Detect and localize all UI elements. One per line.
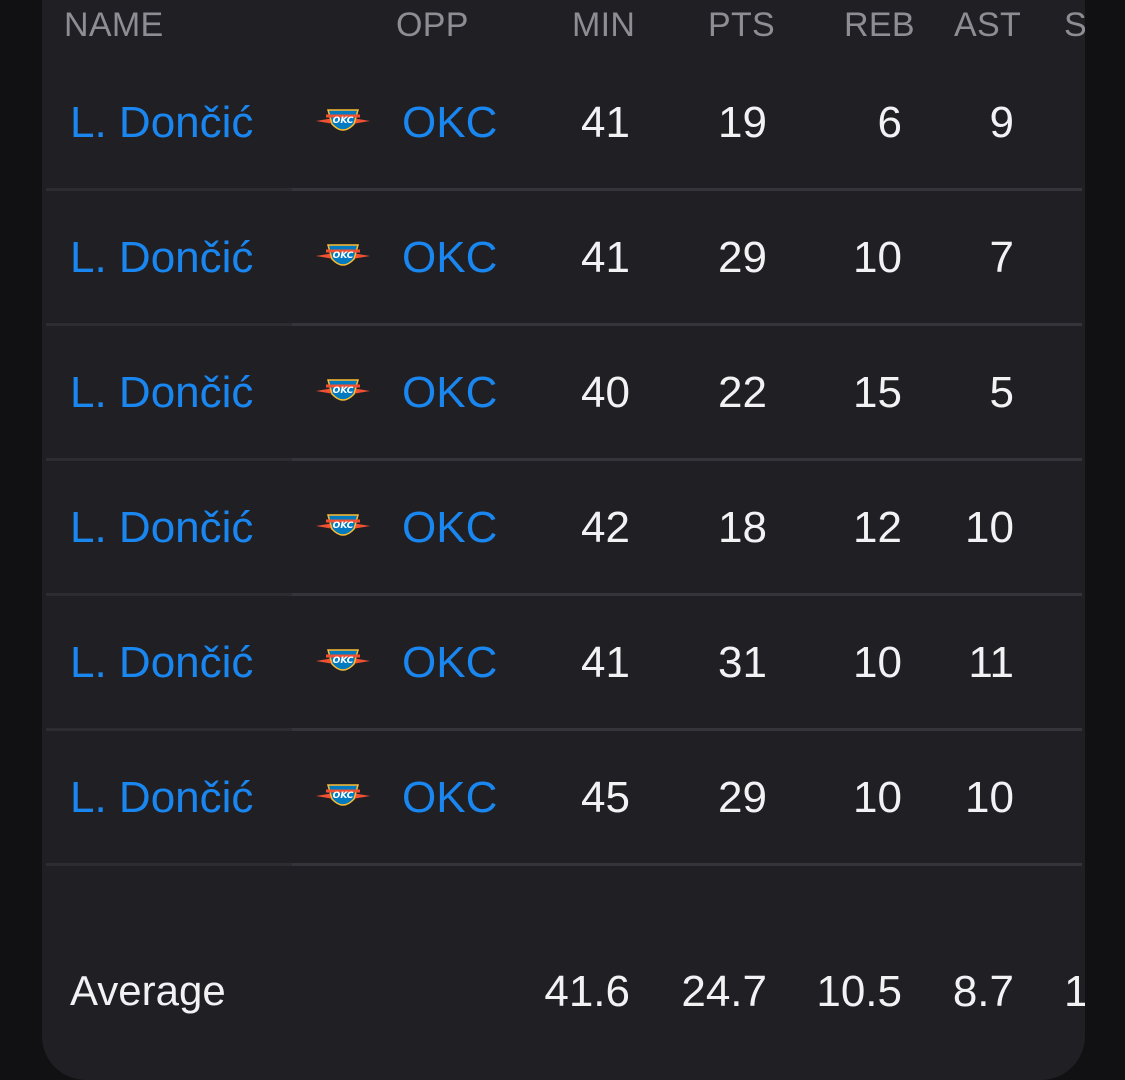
ast-value: 10 — [965, 503, 1014, 552]
table-row[interactable]: L. Dončić OKC OKC 41 29 10 7 — [42, 191, 1085, 326]
min-value: 42 — [581, 503, 630, 552]
min-value: 41 — [581, 638, 630, 687]
average-next: 1 — [1064, 967, 1085, 1016]
svg-text:OKC: OKC — [333, 656, 354, 666]
min-value: 41 — [581, 98, 630, 147]
pts-value: 19 — [718, 98, 767, 147]
reb-value: 10 — [853, 233, 902, 282]
row-divider — [292, 593, 1082, 596]
svg-text:OKC: OKC — [333, 791, 354, 801]
header-ast[interactable]: AST — [954, 6, 1022, 44]
player-name-link[interactable]: L. Dončić — [70, 638, 254, 687]
svg-text:OKC: OKC — [333, 116, 354, 126]
min-value: 40 — [581, 368, 630, 417]
header-reb[interactable]: REB — [844, 6, 915, 44]
row-divider — [292, 323, 1082, 326]
ast-value: 9 — [989, 98, 1014, 147]
reb-value: 12 — [853, 503, 902, 552]
opponent-link[interactable]: OKC — [402, 503, 498, 552]
average-label: Average — [70, 967, 226, 1014]
okc-thunder-logo-icon: OKC — [314, 239, 372, 273]
table-header: NAME OPP MIN PTS REB AST S — [42, 0, 1085, 56]
table-row[interactable]: L. Dončić OKC OKC 45 29 10 10 — [42, 731, 1085, 866]
player-name-link[interactable]: L. Dončić — [70, 503, 254, 552]
row-divider — [46, 188, 292, 191]
svg-text:OKC: OKC — [333, 251, 354, 261]
header-min[interactable]: MIN — [572, 6, 636, 44]
okc-thunder-logo-icon: OKC — [314, 509, 372, 543]
row-divider — [292, 863, 1082, 866]
pts-value: 29 — [718, 233, 767, 282]
pts-value: 22 — [718, 368, 767, 417]
reb-value: 15 — [853, 368, 902, 417]
ast-value: 11 — [968, 638, 1014, 687]
reb-value: 6 — [877, 98, 902, 147]
opponent-link[interactable]: OKC — [402, 233, 498, 282]
okc-thunder-logo-icon: OKC — [314, 104, 372, 138]
reb-value: 10 — [853, 773, 902, 822]
average-row: Average 41.6 24.7 10.5 8.7 1 — [42, 925, 1085, 1060]
opponent-link[interactable]: OKC — [402, 773, 498, 822]
opponent-link[interactable]: OKC — [402, 98, 498, 147]
header-pts[interactable]: PTS — [708, 6, 776, 44]
row-divider — [292, 728, 1082, 731]
row-divider — [46, 863, 292, 866]
pts-value: 18 — [718, 503, 767, 552]
player-name-link[interactable]: L. Dončić — [70, 368, 254, 417]
svg-text:OKC: OKC — [333, 521, 354, 531]
opponent-link[interactable]: OKC — [402, 368, 498, 417]
header-next-column[interactable]: S — [1064, 6, 1085, 44]
svg-text:OKC: OKC — [333, 386, 354, 396]
average-ast: 8.7 — [952, 967, 1014, 1016]
ast-value: 10 — [965, 773, 1014, 822]
pts-value: 29 — [718, 773, 767, 822]
min-value: 41 — [581, 233, 630, 282]
okc-thunder-logo-icon: OKC — [314, 779, 372, 813]
okc-thunder-logo-icon: OKC — [314, 644, 372, 678]
row-divider — [46, 593, 292, 596]
row-divider — [46, 458, 292, 461]
opponent-link[interactable]: OKC — [402, 638, 498, 687]
row-divider — [46, 728, 292, 731]
player-name-link[interactable]: L. Dončić — [70, 233, 254, 282]
min-value: 45 — [581, 773, 630, 822]
average-pts: 24.7 — [681, 967, 767, 1016]
ast-value: 5 — [989, 368, 1014, 417]
okc-thunder-logo-icon: OKC — [314, 374, 372, 408]
average-reb: 10.5 — [816, 967, 902, 1016]
pts-value: 31 — [718, 638, 767, 687]
row-divider — [292, 458, 1082, 461]
table-row[interactable]: L. Dončić OKC OKC 41 31 10 11 — [42, 596, 1085, 731]
ast-value: 7 — [989, 233, 1014, 282]
player-name-link[interactable]: L. Dončić — [70, 773, 254, 822]
header-name[interactable]: NAME — [64, 6, 164, 44]
table-row[interactable]: L. Dončić OKC OKC 41 19 6 9 — [42, 56, 1085, 191]
player-name-link[interactable]: L. Dončić — [70, 98, 254, 147]
game-log-table: NAME OPP MIN PTS REB AST S L. Dončić OKC O… — [42, 0, 1085, 1080]
row-divider — [292, 188, 1082, 191]
reb-value: 10 — [853, 638, 902, 687]
table-row[interactable]: L. Dončić OKC OKC 42 18 12 10 — [42, 461, 1085, 596]
average-min: 41.6 — [544, 967, 630, 1016]
row-divider — [46, 323, 292, 326]
header-opp[interactable]: OPP — [396, 6, 469, 44]
table-row[interactable]: L. Dončić OKC OKC 40 22 15 5 — [42, 326, 1085, 461]
